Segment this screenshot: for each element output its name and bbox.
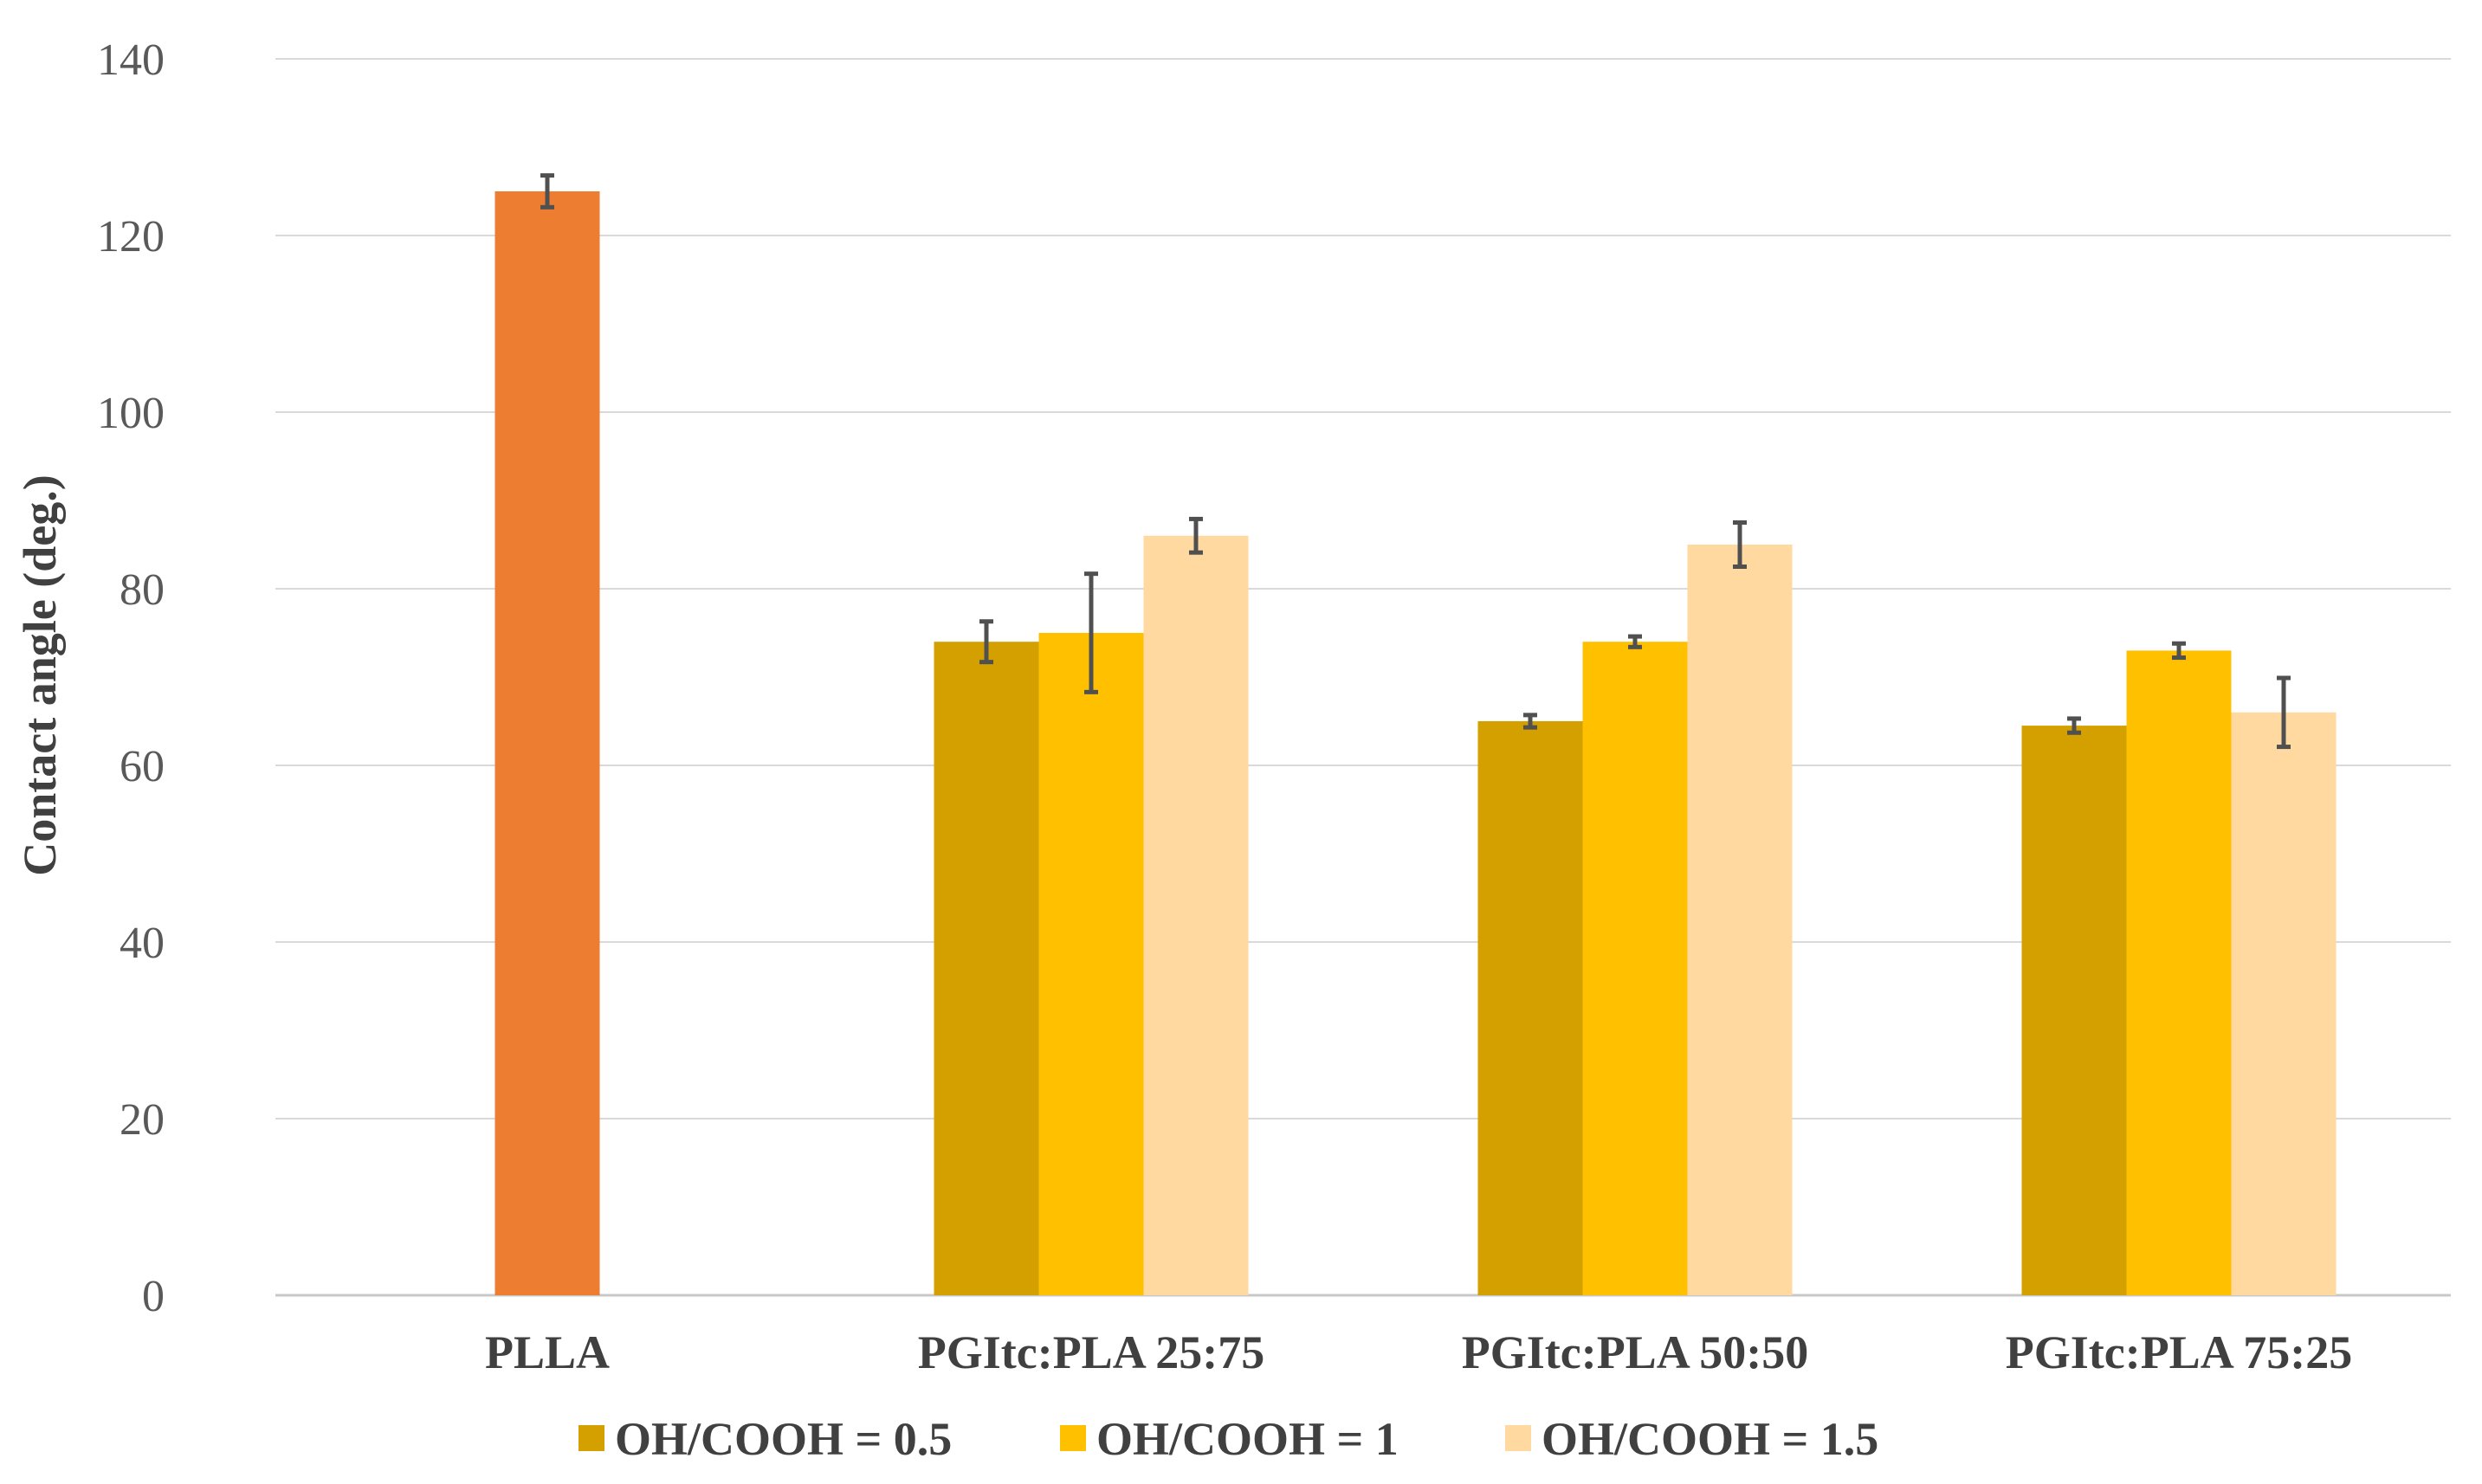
x-category-label: PGItc:PLA 75:25: [2006, 1326, 2352, 1378]
y-tick-label: 140: [97, 35, 165, 85]
y-tick-label: 80: [120, 565, 165, 615]
y-axis-ticks: 0 20 40 60 80 100 120 140: [97, 35, 165, 1321]
x-category-label: PGItc:PLA 50:50: [1462, 1326, 1808, 1378]
bar-series-2: [1582, 642, 1688, 1295]
legend-swatch: [1505, 1425, 1531, 1451]
legend-swatch: [1060, 1425, 1086, 1451]
bar-series-2: [2126, 650, 2232, 1295]
legend-label: OH/COOH = 1.5: [1542, 1413, 1878, 1465]
bar-series-1: [2021, 726, 2127, 1295]
bar-series-3: [1143, 535, 1249, 1295]
y-tick-label: 0: [142, 1272, 165, 1321]
y-tick-label: 20: [120, 1095, 165, 1145]
legend-swatch: [578, 1425, 604, 1451]
y-tick-label: 60: [120, 742, 165, 791]
bar-series-3: [2231, 712, 2337, 1295]
legend-label: OH/COOH = 0.5: [615, 1413, 952, 1465]
bar-series-1: [1477, 721, 1583, 1295]
x-category-label: PLLA: [485, 1326, 610, 1378]
x-category-label: PGItc:PLA 25:75: [918, 1326, 1264, 1378]
bars: [494, 191, 2337, 1295]
legend-label: OH/COOH = 1: [1096, 1413, 1399, 1465]
y-tick-label: 40: [120, 919, 165, 968]
legend: OH/COOH = 0.5 OH/COOH = 1 OH/COOH = 1.5: [578, 1413, 1878, 1465]
bar-series-3: [1687, 545, 1793, 1295]
y-tick-label: 120: [97, 212, 165, 261]
bar-series-2: [1038, 633, 1144, 1295]
x-axis-categories: PLLA PGItc:PLA 25:75 PGItc:PLA 50:50 PGItc:…: [485, 1326, 2352, 1378]
y-axis-label: Contact angle (deg.): [14, 474, 66, 875]
bar-series-1: [934, 642, 1039, 1295]
y-tick-label: 100: [97, 389, 165, 438]
bar-plla: [494, 191, 600, 1295]
error-bars: [540, 173, 2291, 750]
